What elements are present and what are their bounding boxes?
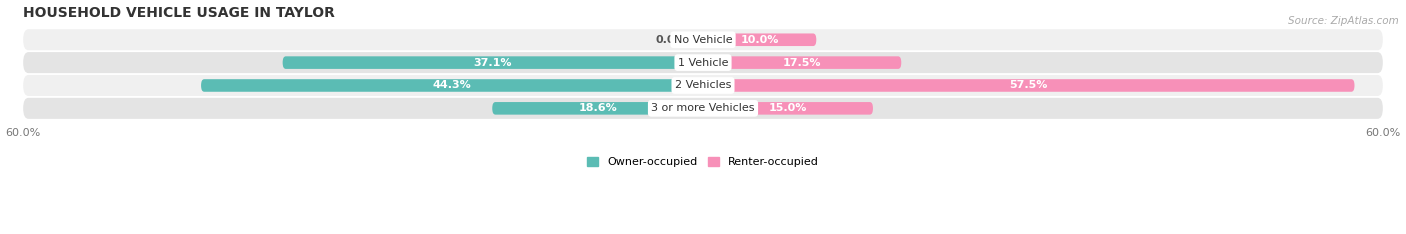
FancyBboxPatch shape — [703, 102, 873, 115]
Text: HOUSEHOLD VEHICLE USAGE IN TAYLOR: HOUSEHOLD VEHICLE USAGE IN TAYLOR — [22, 6, 335, 20]
Text: 1 Vehicle: 1 Vehicle — [678, 58, 728, 68]
FancyBboxPatch shape — [703, 56, 901, 69]
Text: 2 Vehicles: 2 Vehicles — [675, 80, 731, 91]
FancyBboxPatch shape — [22, 52, 1384, 73]
Text: 0.0%: 0.0% — [655, 35, 686, 45]
Text: 3 or more Vehicles: 3 or more Vehicles — [651, 103, 755, 113]
FancyBboxPatch shape — [22, 98, 1384, 119]
FancyBboxPatch shape — [201, 79, 703, 92]
Text: 57.5%: 57.5% — [1010, 80, 1047, 91]
FancyBboxPatch shape — [703, 33, 817, 46]
Text: 10.0%: 10.0% — [741, 35, 779, 45]
Text: 17.5%: 17.5% — [783, 58, 821, 68]
FancyBboxPatch shape — [703, 79, 1354, 92]
FancyBboxPatch shape — [22, 29, 1384, 50]
Text: 37.1%: 37.1% — [474, 58, 512, 68]
FancyBboxPatch shape — [492, 102, 703, 115]
Text: Source: ZipAtlas.com: Source: ZipAtlas.com — [1288, 16, 1399, 26]
FancyBboxPatch shape — [22, 75, 1384, 96]
FancyBboxPatch shape — [283, 56, 703, 69]
Text: No Vehicle: No Vehicle — [673, 35, 733, 45]
Legend: Owner-occupied, Renter-occupied: Owner-occupied, Renter-occupied — [582, 153, 824, 172]
Text: 15.0%: 15.0% — [769, 103, 807, 113]
Text: 18.6%: 18.6% — [578, 103, 617, 113]
Text: 44.3%: 44.3% — [433, 80, 471, 91]
